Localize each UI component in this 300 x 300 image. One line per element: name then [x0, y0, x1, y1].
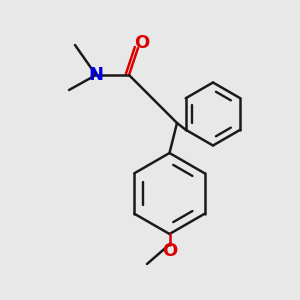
Text: N: N: [88, 66, 104, 84]
Text: O: O: [134, 34, 149, 52]
Text: O: O: [162, 242, 177, 260]
